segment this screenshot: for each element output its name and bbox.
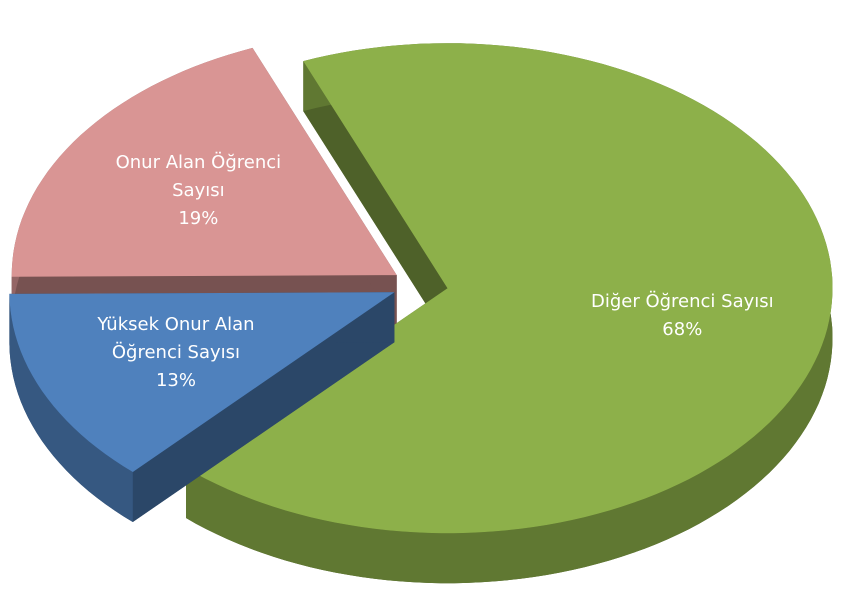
slice-rim <box>186 43 833 584</box>
data-label: Yüksek Onur Alan Öğrenci Sayısı 13% <box>71 311 281 395</box>
label-value: 13% <box>155 370 196 392</box>
slice-top <box>186 43 833 534</box>
label-name: Diğer Öğrenci Sayısı <box>590 290 774 312</box>
data-label: Onur Alan Öğrenci Sayısı 19% <box>93 149 303 233</box>
data-label: Diğer Öğrenci Sayısı 68% <box>577 288 787 344</box>
slice-top <box>9 292 395 472</box>
slice-top <box>11 47 397 277</box>
label-name: Yüksek Onur Alan Öğrenci Sayısı <box>97 314 255 364</box>
label-name: Onur Alan Öğrenci Sayısı <box>115 151 282 201</box>
label-value: 19% <box>178 207 219 229</box>
slice-wall <box>303 61 448 339</box>
label-value: 68% <box>662 318 703 340</box>
slice-wall <box>132 292 395 522</box>
slice-rim <box>9 293 133 522</box>
